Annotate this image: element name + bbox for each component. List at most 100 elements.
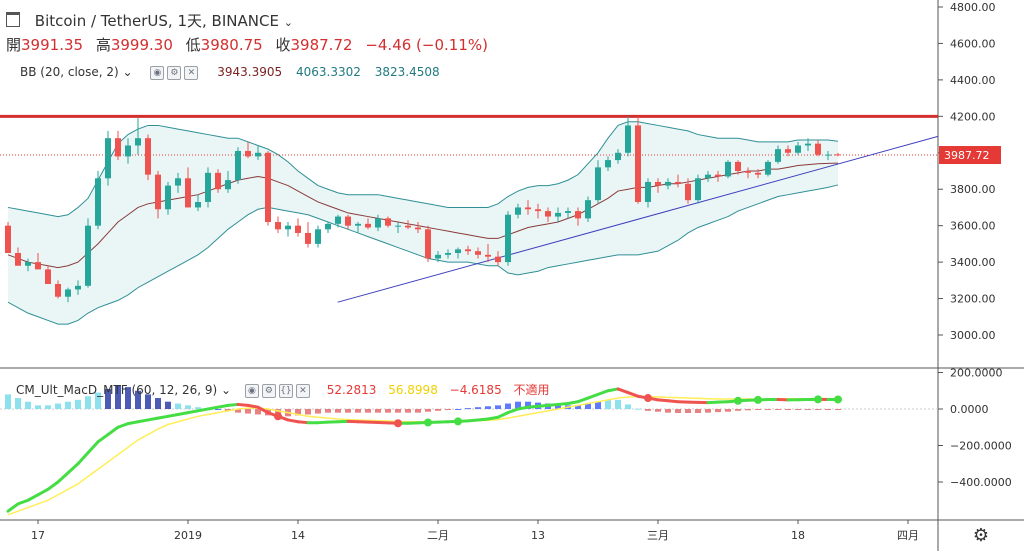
macd-hist-bar <box>235 409 241 413</box>
low-value: 3980.75 <box>200 36 263 54</box>
candle-body <box>685 183 691 201</box>
macd-line-segment <box>466 418 480 423</box>
candle-body <box>335 216 341 224</box>
candle-body <box>475 251 481 255</box>
candle-body <box>395 225 401 227</box>
bb-indicator-legend: BB (20, close, 2) ⌄ ◉ ⚙ ✕ 3943.3905 4063.3… <box>20 65 440 80</box>
macd-cross-dot <box>814 395 822 404</box>
settings-icon[interactable]: ⚙ <box>261 383 276 398</box>
candle-body <box>95 178 101 226</box>
macd-hist-bar <box>525 401 531 409</box>
candle-body <box>555 212 561 217</box>
close-icon[interactable]: ✕ <box>295 383 310 398</box>
low-label: 低 <box>185 36 201 54</box>
bb-label[interactable]: BB (20, close, 2) <box>20 65 119 79</box>
candle-body <box>5 225 11 253</box>
price-tick-label: 3800.00 <box>950 183 996 196</box>
macd-line-segment <box>216 403 230 409</box>
macd-hist-bar <box>635 408 641 410</box>
macd-line-segment <box>486 415 500 421</box>
symbol-title[interactable]: Bitcoin / TetherUS, 1天, BINANCE <box>34 12 279 30</box>
chevron-down-icon[interactable]: ⌄ <box>221 383 232 397</box>
macd-line-segment <box>246 403 260 409</box>
chevron-down-icon[interactable]: ⌄ <box>122 65 133 79</box>
macd-hist-bar <box>385 409 391 413</box>
macd-hist-bar <box>195 407 201 409</box>
macd-hist-bar <box>345 409 351 413</box>
macd-hist-bar <box>25 401 31 409</box>
candle-body <box>455 249 461 253</box>
macd-signal-line <box>7 395 839 516</box>
chart-layout-icon[interactable] <box>6 12 20 27</box>
macd-hist-bar <box>745 409 751 411</box>
settings-icon[interactable]: ⚙ <box>167 65 182 80</box>
macd-line-segment <box>476 417 490 422</box>
macd-line-segment <box>96 433 110 444</box>
macd-hist-bar <box>425 409 431 412</box>
price-tick-label: 3400.00 <box>950 256 996 269</box>
candle-body <box>635 125 641 202</box>
macd-line-segment <box>496 411 510 419</box>
candle-body <box>735 161 741 171</box>
macd-hist-bar <box>135 390 141 409</box>
macd-hist-bar <box>165 401 171 409</box>
macd-hist-bar <box>615 399 621 409</box>
macd-line-segment <box>166 412 180 418</box>
candle-body <box>75 285 81 290</box>
candle-body <box>145 138 151 175</box>
time-tick-label: 18 <box>791 529 805 542</box>
candle-body <box>695 178 701 201</box>
macd-cross-dot <box>754 395 762 404</box>
candle-body <box>35 262 41 270</box>
candle-body <box>585 200 591 219</box>
close-icon[interactable]: ✕ <box>184 65 199 80</box>
time-tick-label: 2019 <box>174 529 202 542</box>
macd-hist-bar <box>805 409 811 410</box>
macd-hist-bar <box>695 409 701 414</box>
macd-hist-bar <box>415 409 421 413</box>
macd-label[interactable]: CM_Ult_MacD_MTF (60, 12, 26, 9) <box>16 383 218 397</box>
candle-body <box>445 253 451 255</box>
macd-cross-dot <box>394 419 402 428</box>
macd-hist-bar <box>185 405 191 409</box>
macd-hist-bar <box>85 396 91 409</box>
macd-hist-bar <box>505 403 511 409</box>
macd-line-segment <box>46 480 60 491</box>
candle-body <box>805 143 811 146</box>
macd-hist-bar <box>255 409 261 415</box>
macd-line-segment <box>196 407 210 413</box>
eye-icon[interactable]: ◉ <box>244 383 259 398</box>
macd-hist-bar <box>355 409 361 413</box>
candle-body <box>775 149 781 162</box>
candle-body <box>65 289 71 297</box>
candle-body <box>375 218 381 228</box>
candle-body <box>325 223 331 230</box>
macd-hist-bar <box>655 409 661 412</box>
chevron-down-icon[interactable]: ⌄ <box>283 16 293 29</box>
macd-hist-bar <box>95 392 101 409</box>
candle-body <box>625 125 631 153</box>
candle-body <box>385 218 391 226</box>
price-tick-label: 4200.00 <box>950 110 996 123</box>
macd-hist-bar <box>405 409 411 413</box>
candle-body <box>365 223 371 228</box>
macd-hist-bar <box>5 394 11 409</box>
candle-body <box>85 225 91 286</box>
macd-hist-bar <box>495 405 501 409</box>
macd-hist-bar <box>585 403 591 409</box>
macd-line-segment <box>16 498 30 506</box>
source-code-icon[interactable]: {} <box>278 383 293 398</box>
macd-line-segment <box>536 403 550 408</box>
settings-gear-icon[interactable]: ⚙ <box>973 525 989 546</box>
macd-hist-bar <box>365 409 371 413</box>
macd-hist-bar <box>665 409 671 413</box>
macd-hist-bar <box>575 405 581 409</box>
macd-line-segment <box>616 387 630 395</box>
macd-line-segment <box>556 402 570 406</box>
macd-cross-dot <box>424 418 432 427</box>
macd-line-segment <box>706 400 720 405</box>
eye-icon[interactable]: ◉ <box>150 65 165 80</box>
macd-line-segment <box>256 405 270 415</box>
candle-body <box>155 174 161 210</box>
